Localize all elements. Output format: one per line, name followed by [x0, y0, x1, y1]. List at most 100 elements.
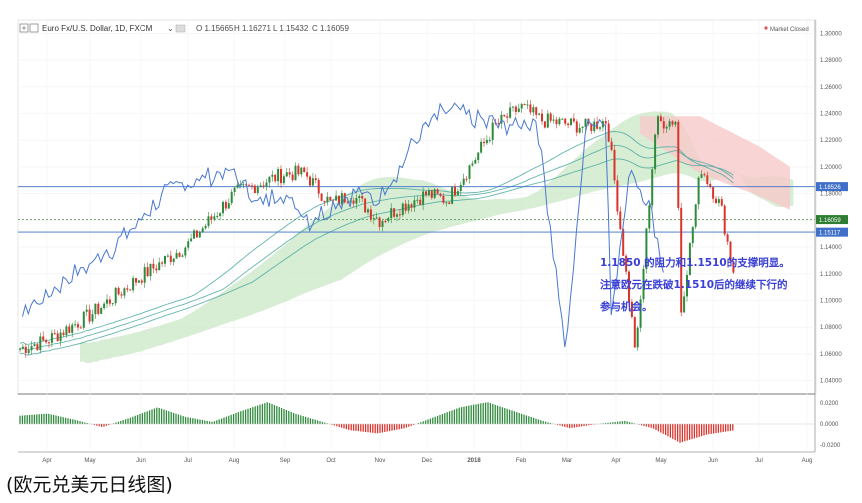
candle-body	[329, 196, 332, 201]
candle-body	[416, 199, 419, 201]
candle-body	[691, 226, 694, 244]
candle-body	[219, 213, 222, 216]
candle-body	[433, 189, 436, 198]
settings-icon[interactable]	[29, 23, 39, 33]
candle-body	[543, 121, 546, 128]
candle-body	[27, 350, 30, 354]
candle-body	[271, 174, 274, 177]
time-tick-label: May	[655, 458, 666, 464]
chart-header: Euro Fx/U.S. Dollar, 1D, FXCM ⌄ O 1.1566…	[19, 23, 809, 33]
candle-body	[686, 274, 688, 297]
price-tag-label: 1.18526	[819, 185, 841, 191]
candle-body	[311, 178, 314, 186]
candle-body	[462, 178, 465, 185]
candle-body	[201, 228, 204, 233]
candle-body	[24, 346, 27, 354]
price-tick-label: 1.10000	[820, 299, 842, 305]
candle-body	[236, 184, 239, 188]
candle-body	[732, 261, 735, 273]
candle-body	[488, 139, 491, 141]
candle-body	[668, 121, 671, 127]
candle-body	[398, 214, 401, 216]
candle-body	[230, 191, 233, 204]
candle-body	[288, 172, 291, 175]
candle-body	[570, 118, 572, 126]
candle-body	[532, 107, 535, 113]
candle-body	[338, 195, 340, 205]
candle-body	[375, 217, 378, 219]
candle-body	[491, 122, 494, 140]
candle-body	[659, 116, 662, 122]
candle-body	[137, 280, 140, 283]
candle-body	[82, 311, 85, 328]
candle-body	[703, 174, 706, 176]
candle-body	[175, 252, 178, 259]
compare-icon[interactable]	[175, 24, 186, 33]
candle-body	[94, 303, 97, 315]
candle-body	[39, 336, 42, 351]
candle-body	[549, 113, 552, 121]
candle-body	[578, 127, 581, 133]
candle-body	[166, 255, 169, 257]
time-tick-label: Feb	[516, 458, 527, 464]
expand-icon[interactable]	[19, 23, 29, 33]
candle-body	[297, 165, 300, 175]
candle-body	[419, 199, 422, 205]
candle-body	[526, 104, 529, 106]
candle-body	[454, 186, 456, 196]
candle-body	[358, 195, 361, 199]
candle-body	[561, 118, 564, 120]
candle-body	[332, 200, 335, 202]
price-tick-label: 1.20000	[820, 165, 842, 171]
price-tag-bg	[816, 182, 848, 192]
candle-body	[233, 187, 236, 192]
osc-tick-label: 0.0000	[820, 422, 839, 428]
candle-body	[178, 252, 181, 257]
candle-body	[56, 333, 59, 342]
candle-body	[509, 107, 512, 118]
candle-body	[210, 216, 213, 220]
time-tick-label: Jun	[136, 458, 146, 464]
symbol-title[interactable]: Euro Fx/U.S. Dollar, 1D, FXCM	[42, 24, 153, 33]
candle-body	[320, 193, 323, 201]
candle-body	[340, 193, 343, 205]
candle-body	[683, 296, 686, 313]
symbol-dropdown-icon[interactable]: ⌄	[167, 24, 174, 33]
candle-body	[277, 169, 280, 182]
time-tick-label: Dec	[422, 458, 433, 464]
candle-body	[630, 301, 633, 318]
candle-body	[265, 182, 268, 187]
ma-line-1	[19, 131, 734, 345]
candle-body	[100, 307, 103, 314]
candle-body	[401, 203, 404, 216]
candle-body	[120, 294, 123, 296]
candle-body	[485, 139, 488, 144]
candle-body	[645, 228, 648, 269]
candle-body	[53, 333, 56, 335]
candle-body	[503, 114, 506, 117]
price-tick-label: 1.06000	[820, 352, 842, 358]
candle-body	[21, 346, 24, 349]
candle-body	[427, 190, 430, 195]
candle-body	[45, 340, 48, 343]
time-tick-label: Nov	[375, 458, 386, 464]
candle-body	[135, 278, 137, 283]
candle-body	[361, 195, 364, 199]
candle-body	[262, 185, 265, 187]
candle-body	[636, 327, 639, 348]
annotation-line-3: 参与机会。	[600, 300, 653, 313]
candle-body	[607, 123, 610, 142]
candle-body	[36, 344, 39, 351]
candle-body	[413, 200, 416, 208]
time-tick-label: Apr	[42, 458, 51, 464]
candle-body	[456, 191, 459, 196]
candle-body	[317, 180, 320, 194]
candle-body	[355, 198, 358, 204]
time-tick-label: Sep	[280, 458, 291, 464]
price-tick-label: 1.18000	[820, 192, 842, 198]
candle-body	[88, 309, 91, 322]
candle-body	[697, 177, 700, 205]
candle-body	[378, 217, 381, 227]
time-tick-label: Oct	[326, 458, 336, 464]
